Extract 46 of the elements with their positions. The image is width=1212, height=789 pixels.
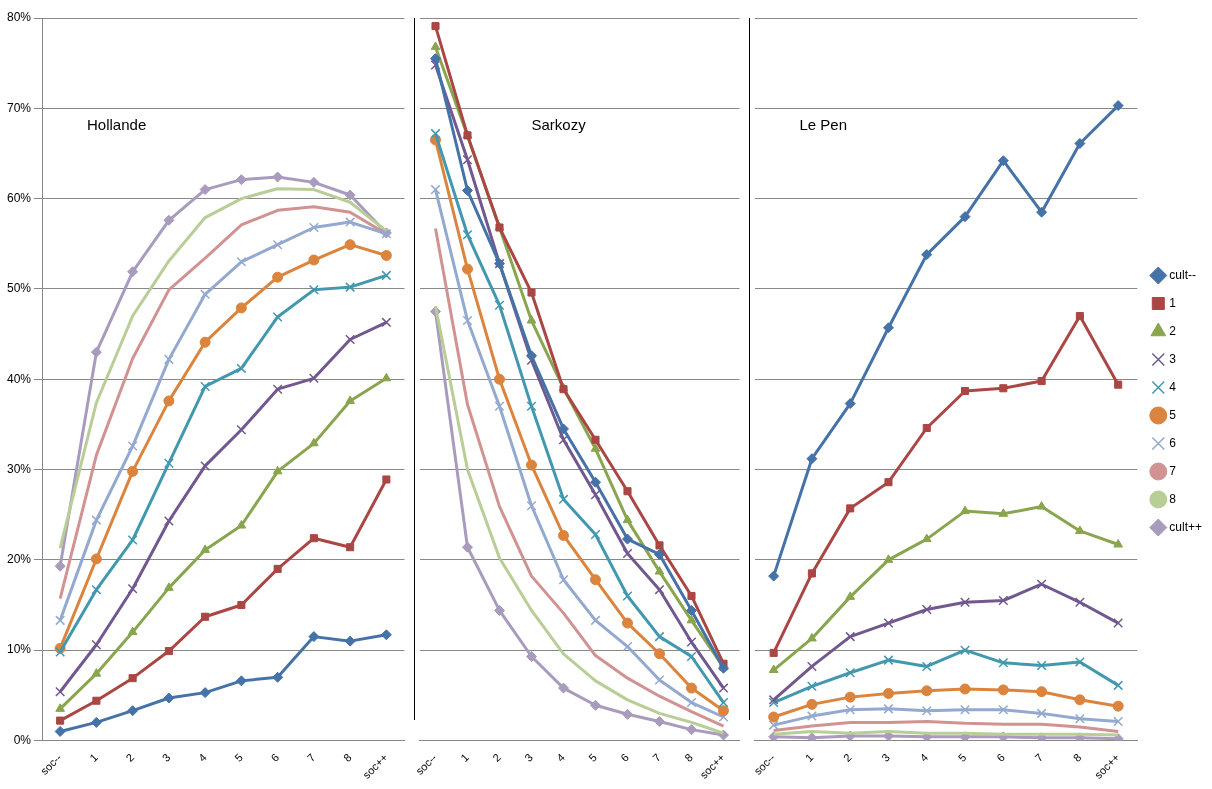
x-tick-label: 4 [917, 751, 931, 765]
x-tick-label: 8 [1070, 751, 1084, 765]
x-tick-label: 4 [195, 751, 209, 765]
x-tick-label: 5 [955, 751, 969, 765]
annotation: Sarkozy [531, 115, 587, 133]
x-tick-label: 2 [490, 751, 504, 765]
y-tick-label: 20% [6, 552, 32, 567]
x-tick-label: 5 [232, 751, 245, 765]
x-tick-label: 7 [304, 751, 318, 765]
x-tick-label: 1 [458, 751, 472, 765]
x-tick-label: 3 [159, 751, 173, 765]
x-tick-label: 4 [554, 751, 568, 765]
legend-label: cult++ [1169, 519, 1203, 534]
x-tick-label: 6 [994, 751, 1007, 765]
legend-label: 3 [1169, 351, 1177, 366]
legend-label: 4 [1169, 379, 1177, 394]
y-tick-label: 80% [6, 10, 32, 25]
x-tick-label: 7 [1032, 751, 1046, 765]
x-tick-label: 1 [87, 751, 100, 765]
y-tick-label: 0% [13, 732, 32, 747]
legend-label: 7 [1169, 463, 1177, 478]
x-tick-label: 6 [268, 751, 282, 765]
x-tick-label: 3 [879, 751, 893, 765]
x-tick-label: 8 [682, 751, 696, 765]
annotation: Hollande [87, 115, 147, 133]
legend-label: 6 [1169, 435, 1177, 450]
legend-label: 1 [1169, 295, 1177, 310]
y-tick-label: 30% [6, 461, 32, 476]
annotation: Le Pen [799, 115, 848, 133]
x-tick-label: 2 [840, 751, 854, 765]
legend-label: 5 [1169, 407, 1177, 422]
y-tick-label: 50% [6, 281, 32, 296]
y-tick-label: 40% [6, 371, 32, 386]
x-tick-label: 1 [802, 751, 816, 765]
x-tick-label: 7 [650, 751, 664, 765]
legend-label: 8 [1169, 491, 1177, 506]
x-tick-label: 5 [586, 751, 600, 765]
x-tick-label: 8 [340, 751, 354, 765]
y-tick-label: 10% [6, 642, 32, 657]
legend-label: 2 [1169, 323, 1177, 338]
legend-label: cult-- [1169, 267, 1196, 282]
x-tick-label: 2 [123, 751, 137, 765]
y-tick-label: 60% [6, 190, 32, 205]
y-tick-label: 70% [6, 100, 32, 115]
x-tick-label: 3 [522, 751, 536, 765]
x-tick-label: 6 [618, 751, 632, 765]
